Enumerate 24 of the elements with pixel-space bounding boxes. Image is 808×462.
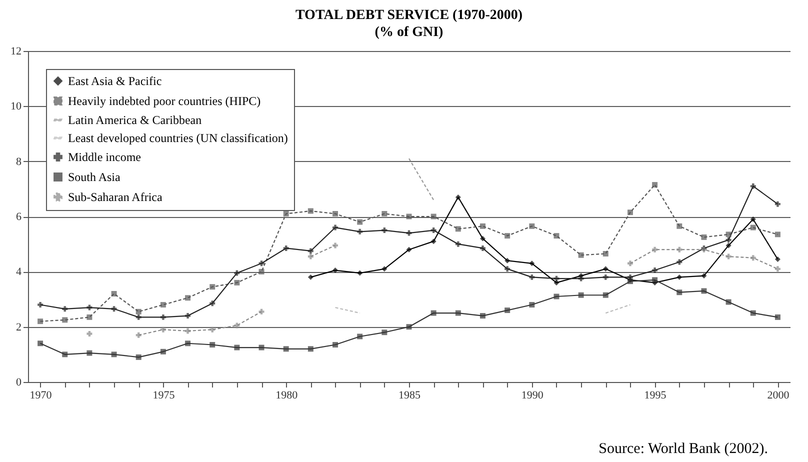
y-tick-label: 2 bbox=[16, 321, 22, 334]
y-tick-label: 12 bbox=[10, 46, 22, 58]
legend-label: Heavily indebted poor countries (HIPC) bbox=[68, 94, 261, 108]
chart-subtitle: (% of GNI) bbox=[374, 25, 444, 40]
x-tick-label: 2000 bbox=[767, 390, 790, 402]
x-tick-label: 1980 bbox=[276, 390, 298, 402]
source-note: Source: World Bank (2002). bbox=[598, 441, 768, 458]
x-tick-label: 1990 bbox=[521, 390, 544, 402]
legend-label: South Asia bbox=[68, 170, 122, 184]
y-tick-label: 4 bbox=[16, 266, 22, 278]
chart-title: TOTAL DEBT SERVICE (1970-2000) bbox=[295, 8, 523, 23]
x-tick-label: 1970 bbox=[30, 390, 52, 402]
x-tick-label: 1985 bbox=[398, 390, 421, 402]
legend-label: Latin America & Caribbean bbox=[68, 113, 202, 127]
y-tick-label: 0 bbox=[16, 376, 22, 388]
x-tick-label: 1975 bbox=[152, 390, 176, 402]
legend-label: Sub-Saharan Africa bbox=[68, 190, 163, 204]
legend-label: Middle income bbox=[68, 150, 141, 164]
y-tick-label: 6 bbox=[16, 211, 22, 223]
legend-label: Least developed countries (UN classification) bbox=[68, 131, 288, 145]
legend-label: East Asia & Pacific bbox=[68, 74, 162, 88]
y-tick-label: 8 bbox=[16, 156, 22, 168]
x-tick-label: 1995 bbox=[644, 390, 667, 402]
y-tick-label: 10 bbox=[10, 100, 22, 113]
